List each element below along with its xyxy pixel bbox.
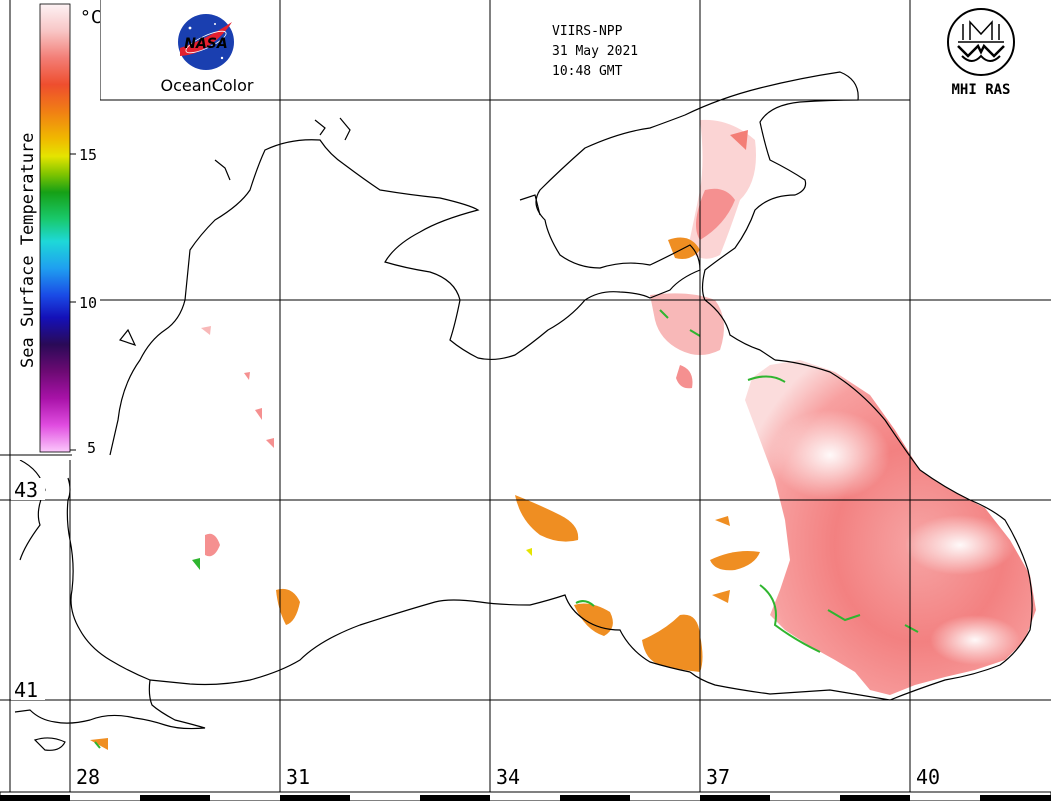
image-date: 31 May 2021 [552, 44, 638, 59]
sst-warm-region [745, 360, 1036, 695]
latitude-labels: 43 41 [11, 478, 45, 702]
lat-label-43: 43 [14, 478, 38, 502]
lon-label-34: 34 [496, 765, 520, 789]
header-info: VIIRS-NPP 31 May 2021 10:48 GMT [552, 24, 638, 79]
colorbar-tick-10: 10 [79, 294, 97, 312]
colorbar-title: Sea Surface Temperature [18, 133, 38, 368]
satellite-name: VIIRS-NPP [552, 24, 623, 39]
lon-label-40: 40 [916, 765, 940, 789]
colorbar: °C 15 10 5 Sea Surface Temperature [0, 0, 102, 460]
mhi-ras-caption: MHI RAS [951, 82, 1010, 98]
mhi-ras-logo: MHI RAS [947, 8, 1015, 98]
sst-azov-patches [650, 119, 756, 389]
oceancolor-caption: OceanColor [161, 76, 254, 95]
lon-label-31: 31 [286, 765, 310, 789]
nasa-meatball-icon: NASA [178, 14, 234, 70]
mhi-ras-emblem-icon [947, 8, 1015, 76]
coastline [14, 71, 1033, 751]
lat-label-41: 41 [14, 678, 38, 702]
lon-label-37: 37 [706, 765, 730, 789]
colorbar-tick-15: 15 [79, 146, 97, 164]
sst-orange-patches [515, 495, 760, 672]
nasa-oceancolor-logo: NASA OceanColor [161, 14, 254, 95]
bottom-ruler [0, 791, 1051, 801]
image-time: 10:48 GMT [552, 64, 623, 79]
lon-label-28: 28 [76, 765, 100, 789]
colorbar-tick-5: 5 [87, 439, 96, 457]
colorbar-unit: °C [80, 7, 102, 28]
sst-west-patches [90, 326, 300, 750]
nasa-wordmark: NASA [184, 36, 227, 52]
longitude-labels: 28 31 34 37 40 [76, 765, 940, 789]
